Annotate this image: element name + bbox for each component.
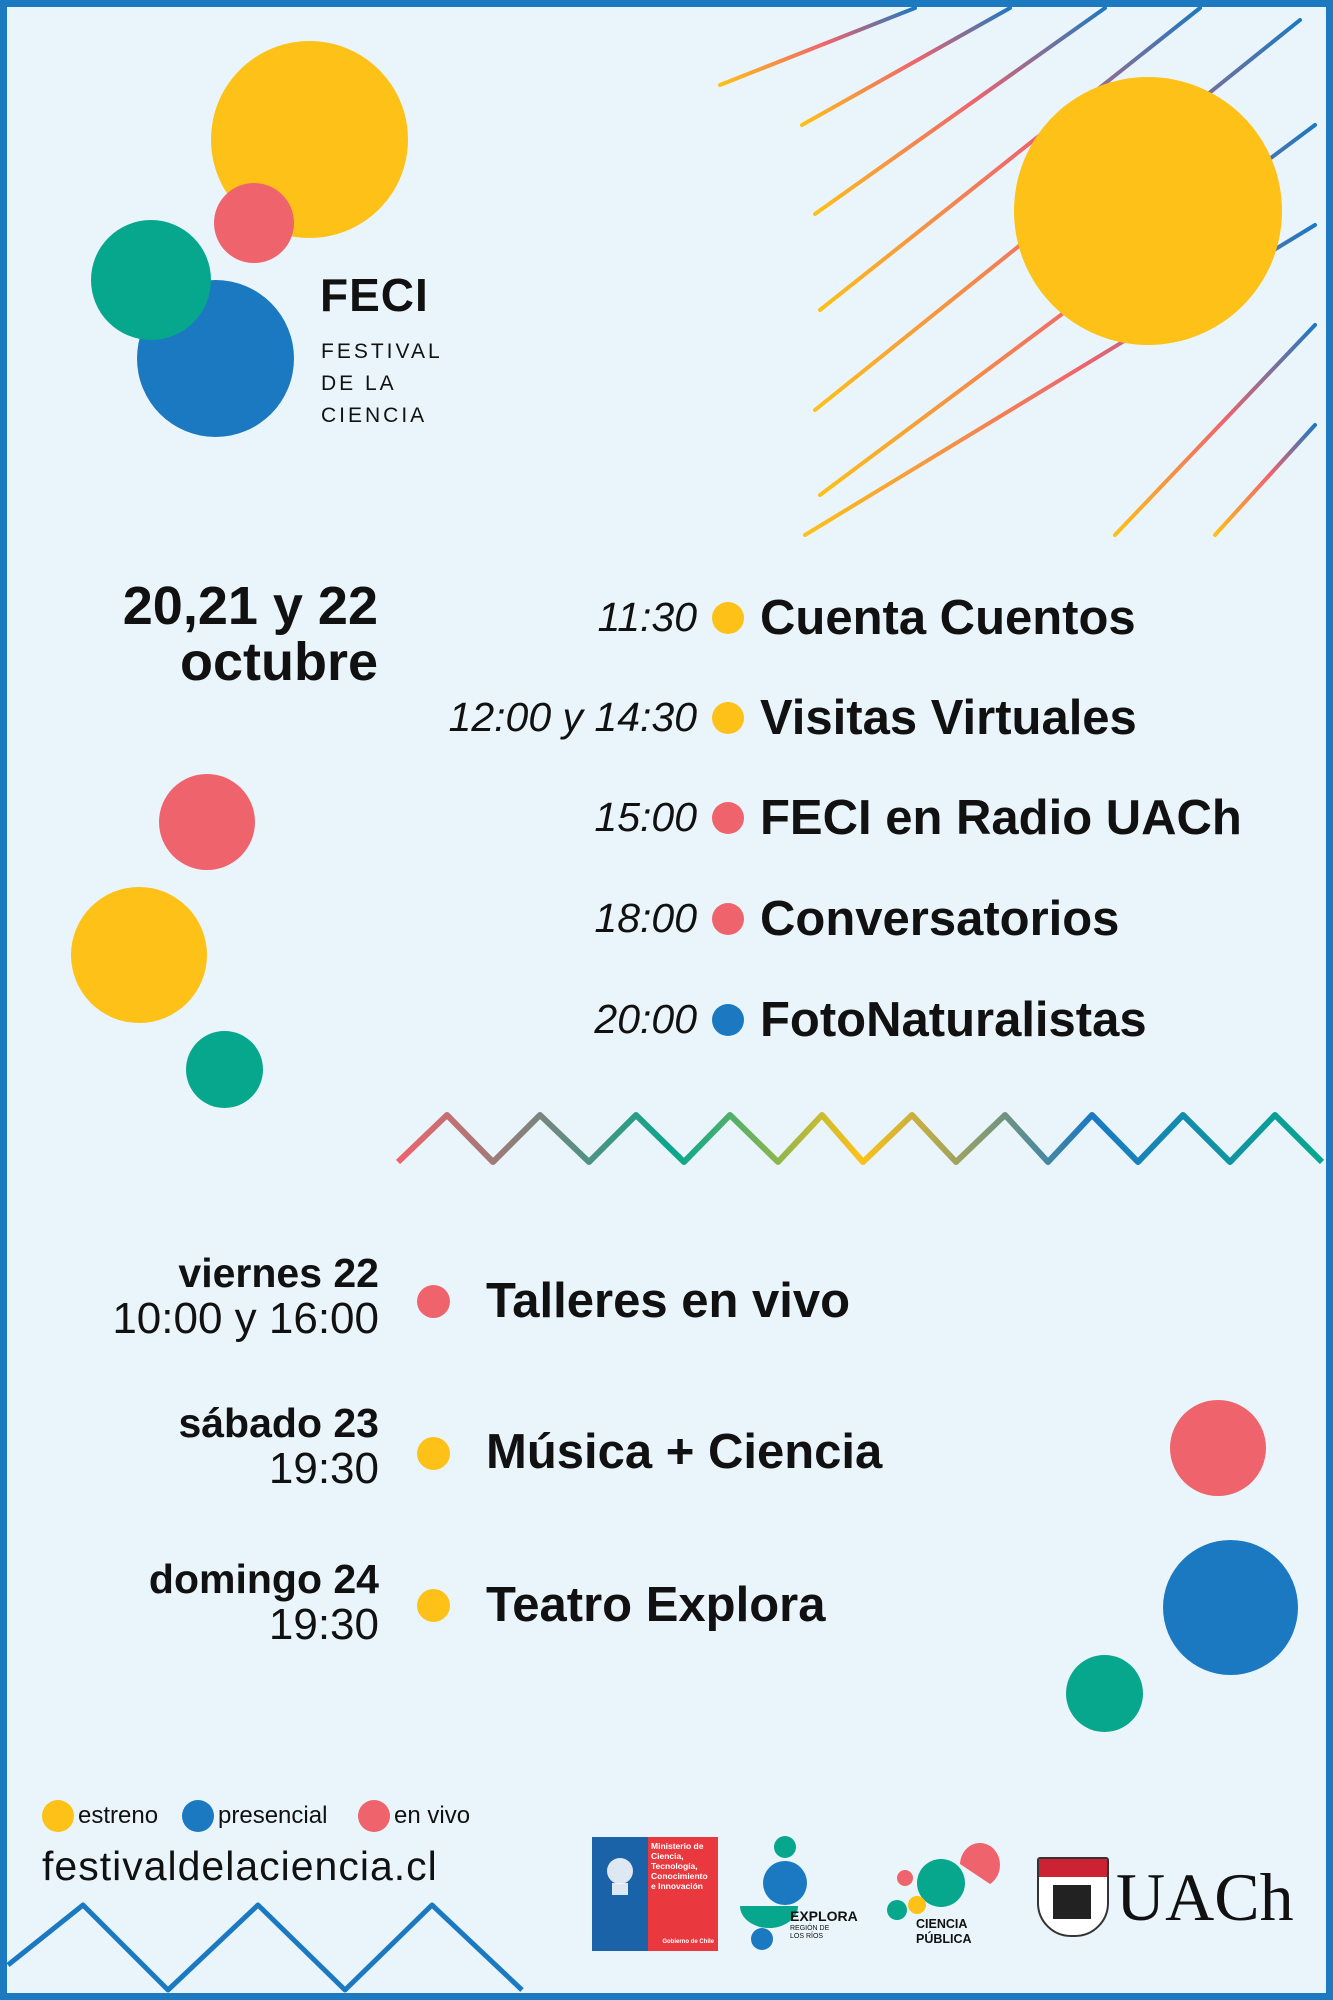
day-name: domingo 24 xyxy=(148,1556,379,1602)
decor-yellow-circle xyxy=(71,887,207,1023)
ministerio-footer: Gobierno de Chile xyxy=(662,1939,714,1945)
explora-subtitle: REGIÓN DE LOS RÍOS xyxy=(790,1925,829,1941)
ministerio-text: Ministerio de Ciencia, Tecnología, Conoc… xyxy=(648,1837,718,1951)
decor-green-circle xyxy=(186,1031,263,1108)
decor-red-circle xyxy=(159,774,255,870)
ministerio-line: Ciencia, xyxy=(651,1851,684,1861)
logo-subtitle-line: CIENCIA xyxy=(321,404,428,427)
day-time: 19:30 xyxy=(268,1600,379,1649)
logo-green-circle xyxy=(91,220,211,340)
shield-emblem xyxy=(1053,1885,1091,1919)
ministerio-line: Conocimiento xyxy=(651,1871,708,1881)
schedule-time: 12:00 y 14:30 xyxy=(448,694,697,740)
day-name: sábado 23 xyxy=(178,1400,379,1446)
explora-sub-line: REGIÓN DE xyxy=(790,1925,830,1932)
uach-shield-icon xyxy=(1037,1857,1109,1937)
day-event-title: Talleres en vivo xyxy=(486,1274,851,1328)
schedule-time: 11:30 xyxy=(597,594,697,640)
ministerio-ciencia-logo: Ministerio de Ciencia, Tecnología, Conoc… xyxy=(592,1837,718,1951)
logo-subtitle-line: FESTIVAL xyxy=(321,340,443,363)
en-vivo-dot xyxy=(358,1800,390,1832)
schedule-title: FotoNaturalistas xyxy=(760,993,1147,1047)
schedule-title: Conversatorios xyxy=(760,892,1120,946)
big-yellow-circle xyxy=(1014,77,1282,345)
logo-subtitle-line: DE LA xyxy=(321,372,397,395)
estreno-dot xyxy=(417,1589,450,1622)
schedule-time: 18:00 xyxy=(594,895,697,941)
schedule-title: Cuenta Cuentos xyxy=(760,591,1136,645)
schedule-time: 20:00 xyxy=(594,996,697,1042)
dates-line: 20,21 y 22 xyxy=(122,576,378,636)
schedule-title: FECI en Radio UACh xyxy=(760,791,1242,845)
day-time: 19:30 xyxy=(268,1444,379,1493)
uach-name: UACh xyxy=(1116,1859,1294,1935)
website-link[interactable]: festivaldelaciencia.cl xyxy=(42,1843,438,1889)
legend-presencial: presencial xyxy=(182,1798,327,1834)
ministerio-line: Ministerio de xyxy=(651,1841,704,1851)
day-name: viernes 22 xyxy=(178,1250,379,1296)
legend-label: presencial xyxy=(218,1802,328,1829)
explora-sub-line: LOS RÍOS xyxy=(790,1933,824,1940)
legend-estreno: estreno xyxy=(42,1798,158,1834)
logo-subtitle: FESTIVAL DE LA CIENCIA xyxy=(321,336,443,432)
festival-dates: 20,21 y 22 octubre xyxy=(60,578,378,690)
zigzag-bottom-outline xyxy=(6,1902,524,1993)
crest-icon xyxy=(607,1858,633,1895)
presencial-dot xyxy=(182,1800,214,1832)
shield-band xyxy=(1039,1859,1107,1877)
estreno-dot xyxy=(42,1800,74,1832)
schedule-title: Visitas Virtuales xyxy=(760,691,1137,745)
ciencia-publica-line: CIENCIA xyxy=(916,1917,968,1931)
ministerio-line: Tecnología, xyxy=(651,1861,698,1871)
estreno-dot xyxy=(712,702,744,734)
logo-title: FECI xyxy=(320,269,429,321)
day-time: 10:00 y 16:00 xyxy=(112,1294,379,1343)
dates-line: octubre xyxy=(179,632,378,692)
ministerio-line: e Innovación xyxy=(651,1881,703,1891)
legend-label: estreno xyxy=(78,1802,159,1829)
en-vivo-dot xyxy=(712,802,744,834)
estreno-dot xyxy=(712,602,744,634)
day-event-title: Teatro Explora xyxy=(486,1578,826,1632)
day-event-title: Música + Ciencia xyxy=(486,1425,883,1479)
en-vivo-dot xyxy=(712,903,744,935)
legend-en-vivo: en vivo xyxy=(358,1798,470,1834)
explora-name: EXPLORA xyxy=(790,1908,858,1924)
decor-green-circle xyxy=(1066,1655,1143,1732)
estreno-dot xyxy=(417,1437,450,1470)
decor-red-circle xyxy=(1170,1400,1266,1496)
logo-red-circle xyxy=(214,183,294,263)
ciencia-publica-line: PÚBLICA xyxy=(916,1932,972,1946)
legend-label: en vivo xyxy=(394,1802,471,1829)
en-vivo-dot xyxy=(417,1285,450,1318)
ciencia-publica-name: CIENCIA PÚBLICA xyxy=(916,1917,972,1947)
zigzag-divider xyxy=(395,1112,1325,1165)
decor-blue-circle xyxy=(1163,1540,1298,1675)
presencial-dot xyxy=(712,1004,744,1036)
schedule-time: 15:00 xyxy=(594,794,697,840)
chile-crest-icon xyxy=(592,1837,648,1951)
